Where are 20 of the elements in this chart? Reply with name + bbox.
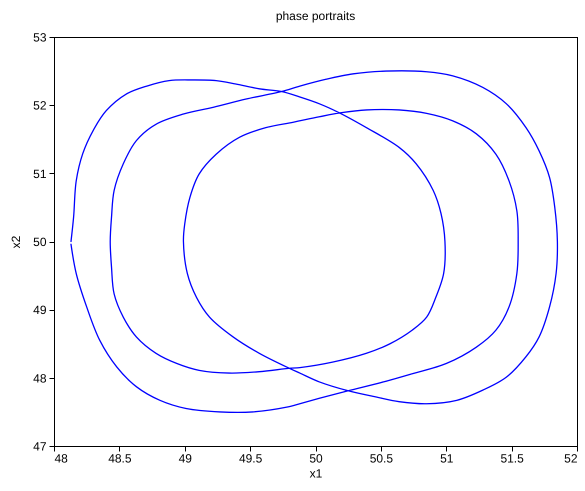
y-tick-label: 50 <box>33 235 47 249</box>
x-tick-label: 50 <box>309 452 323 466</box>
y-tick-label: 47 <box>33 440 47 454</box>
y-tick-label: 51 <box>33 166 47 181</box>
chart-title: phase portraits <box>276 9 356 23</box>
x-tick-label: 48 <box>54 452 68 466</box>
x-tick-label: 49.5 <box>238 452 263 466</box>
y-tick-label: 52 <box>33 98 47 113</box>
x-tick-label: 48.5 <box>108 452 132 466</box>
x-tick-label: 50.5 <box>370 452 394 466</box>
y-axis-title: x2 <box>9 235 24 248</box>
y-tick-label: 49 <box>33 303 47 318</box>
x-tick-label: 51 <box>440 452 454 466</box>
x-tick-label: 49 <box>178 452 192 466</box>
x-axis-title: x1 <box>310 466 323 480</box>
x-tick-label: 52 <box>564 452 578 466</box>
y-tick-label: 48 <box>33 371 47 386</box>
line-series <box>70 70 558 413</box>
x-tick-label: 51.5 <box>500 452 524 466</box>
y-tick-label: 53 <box>33 30 47 44</box>
